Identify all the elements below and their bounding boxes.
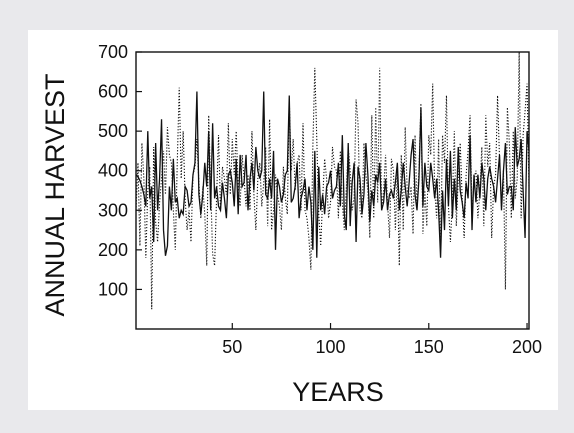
x-axis-ticks: 50 100 150 200	[222, 323, 542, 357]
y-tick-label: 500	[98, 121, 128, 141]
series-line-solid	[135, 91, 530, 258]
x-tick-label: 200	[512, 337, 542, 357]
x-tick-label: 150	[414, 337, 444, 357]
y-tick-label: 600	[98, 82, 128, 102]
x-tick-label: 100	[316, 337, 346, 357]
y-tick-label: 100	[98, 279, 128, 299]
series-line-dotted	[135, 51, 530, 310]
y-tick-label: 700	[98, 42, 128, 62]
series-layer	[135, 51, 530, 310]
y-axis-ticks: 100 200 300 400 500 600 700	[98, 42, 142, 299]
x-axis-title: YEARS	[292, 377, 384, 407]
y-tick-label: 400	[98, 161, 128, 181]
y-tick-label: 200	[98, 240, 128, 260]
y-axis-title: ANNUAL HARVEST	[40, 73, 70, 316]
x-tick-label: 50	[222, 337, 242, 357]
chart-figure: 50 100 150 200 100 200 300 400 500 600 700 YEARS …	[28, 30, 558, 410]
y-tick-label: 300	[98, 200, 128, 220]
plot-frame	[135, 51, 530, 330]
